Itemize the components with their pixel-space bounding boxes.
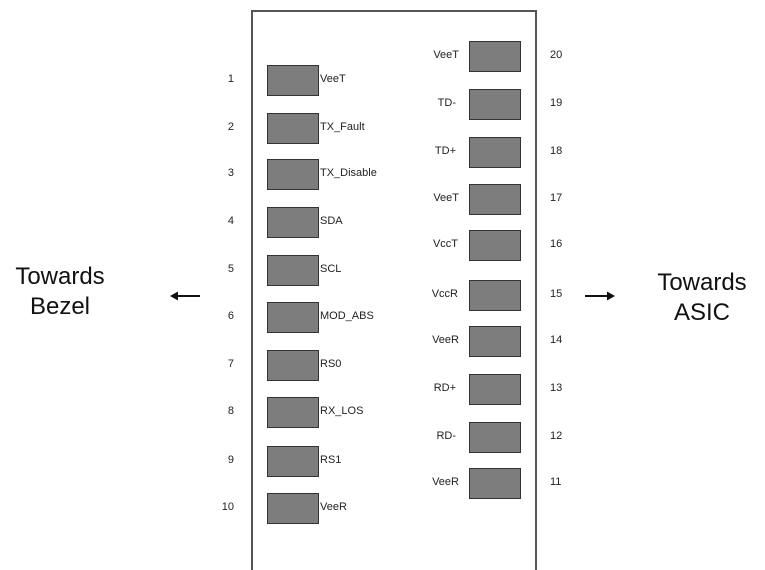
pin-signal: TX_Disable	[320, 167, 377, 179]
pin-number: 4	[227, 215, 234, 227]
pin-number: 2	[227, 121, 234, 133]
pin-number: 3	[227, 167, 234, 179]
pin-pad	[469, 230, 521, 261]
towards-asic-line1: Towards	[657, 269, 747, 296]
pin-signal: TX_Fault	[320, 121, 365, 133]
pin-number: 8	[227, 405, 234, 417]
pin-signal: VeeT	[320, 73, 346, 85]
pin-signal: RD-	[436, 430, 456, 442]
pin-number: 9	[227, 454, 234, 466]
pin-number: 6	[227, 310, 234, 322]
pin-pad	[267, 446, 319, 477]
pin-pad	[469, 374, 521, 405]
pin-pad	[469, 184, 521, 215]
pin-number: 13	[550, 382, 563, 394]
pin-signal: RS1	[320, 454, 342, 466]
pin-signal: TD+	[434, 145, 456, 157]
pin-pad	[469, 41, 521, 72]
connector-board	[251, 10, 537, 570]
towards-asic-label: Towards ASIC	[632, 268, 765, 328]
pin-number: 11	[550, 476, 562, 488]
pin-pad	[469, 422, 521, 453]
towards-asic-line2: ASIC	[673, 299, 730, 326]
pin-pad	[267, 302, 319, 333]
pin-signal: VeeR	[432, 334, 459, 346]
pin-signal: VccR	[431, 288, 458, 300]
pin-number: 12	[550, 430, 563, 442]
pin-number: 18	[550, 145, 563, 157]
pin-pad	[469, 326, 521, 357]
pin-pad	[267, 493, 319, 524]
pin-number: 10	[221, 501, 234, 513]
pin-pad	[267, 350, 319, 381]
pin-signal: VeeT	[433, 192, 459, 204]
pin-signal: RS0	[320, 358, 342, 370]
pin-signal: RX_LOS	[320, 405, 364, 417]
left-arrow-icon	[170, 290, 202, 302]
right-arrow-icon	[583, 290, 615, 302]
towards-bezel-line2: Bezel	[29, 293, 91, 320]
pin-number: 5	[227, 263, 234, 275]
pin-signal: MOD_ABS	[320, 310, 374, 322]
towards-bezel-line1: Towards	[15, 263, 105, 290]
pin-pad	[469, 89, 521, 120]
pin-pad	[267, 255, 319, 286]
pin-pad	[469, 468, 521, 499]
pin-number: 16	[550, 238, 563, 250]
pin-number: 17	[550, 192, 563, 204]
pin-pad	[469, 137, 521, 168]
pin-signal: SCL	[320, 263, 342, 275]
pin-pad	[267, 207, 319, 238]
pin-number: 1	[227, 73, 234, 85]
pin-signal: VeeT	[433, 49, 459, 61]
pin-signal: TD-	[437, 97, 456, 109]
pin-number: 14	[550, 334, 563, 346]
pin-signal: SDA	[320, 215, 343, 227]
towards-bezel-label: Towards Bezel	[0, 262, 130, 322]
pin-number: 19	[550, 97, 563, 109]
pin-pad	[267, 65, 319, 96]
pin-pad	[267, 113, 319, 144]
pin-number: 7	[227, 358, 234, 370]
pin-pad	[267, 397, 319, 428]
pin-number: 15	[550, 288, 563, 300]
pin-pad	[267, 159, 319, 190]
pin-signal: RD+	[433, 382, 456, 394]
pin-signal: VccT	[432, 238, 458, 250]
pin-pad	[469, 280, 521, 311]
pin-signal: VeeR	[320, 501, 347, 513]
pin-number: 20	[550, 49, 563, 61]
pin-signal: VeeR	[432, 476, 459, 488]
